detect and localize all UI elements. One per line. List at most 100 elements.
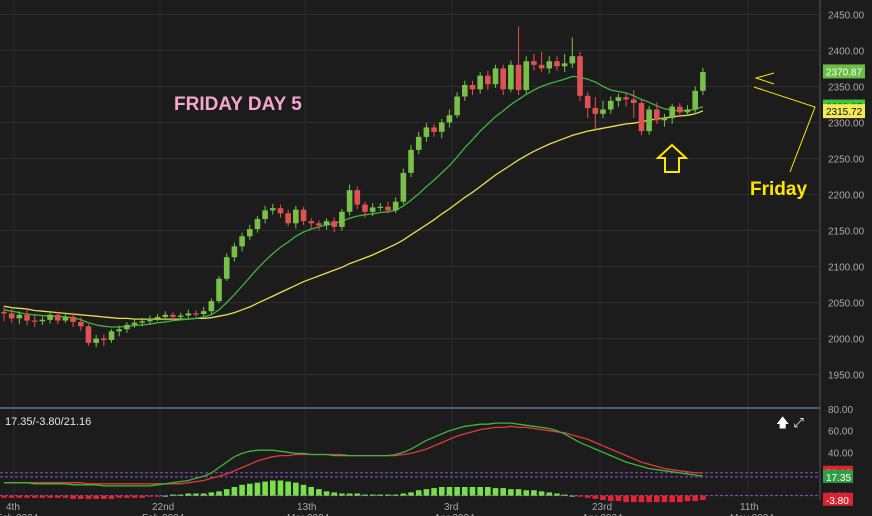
histogram-bar xyxy=(415,490,422,496)
candle xyxy=(477,75,483,90)
histogram-bar xyxy=(331,492,338,496)
histogram-bar xyxy=(377,494,384,496)
histogram-bar xyxy=(62,495,69,498)
last-price-tag-bg xyxy=(823,64,865,79)
candle xyxy=(385,206,391,211)
candle xyxy=(623,97,629,100)
ind-green-tag: 17.35 xyxy=(826,473,851,484)
candle xyxy=(162,314,169,317)
y-tick-label: 1950.00 xyxy=(828,371,865,382)
headline-annotation: FRIDAY DAY 5 xyxy=(174,94,302,115)
candle xyxy=(54,314,61,321)
histogram-bar xyxy=(78,495,84,499)
candle xyxy=(684,109,691,113)
histogram-bar xyxy=(485,487,491,496)
ma-fast-line xyxy=(3,75,704,328)
candle xyxy=(700,72,706,91)
histogram-bar xyxy=(39,495,46,498)
histogram-bar xyxy=(615,495,622,502)
candle xyxy=(8,313,15,319)
histogram-bar xyxy=(300,484,307,496)
x-tick-label: 3rd xyxy=(444,502,458,513)
histogram-bar xyxy=(139,495,146,498)
x-tick-sublabel: Apr 2024 xyxy=(434,513,475,516)
candle xyxy=(223,257,230,279)
y-tick-label: 2150.00 xyxy=(828,227,865,238)
histogram-bar xyxy=(177,494,184,496)
y-tick-label: 2050.00 xyxy=(828,299,865,310)
y-tick-label: 2450.00 xyxy=(828,10,865,21)
histogram-bar xyxy=(684,495,691,502)
histogram-bar xyxy=(554,493,560,496)
histogram-bar xyxy=(154,495,161,497)
candle xyxy=(692,90,698,110)
candle xyxy=(270,208,276,211)
x-tick-label: 23rd xyxy=(592,502,612,513)
candle xyxy=(462,85,468,97)
ind-green-line xyxy=(4,422,703,487)
candle xyxy=(193,313,199,315)
ind-y-tick-label: 80.00 xyxy=(828,405,853,416)
histogram-bar xyxy=(24,495,30,498)
histogram-bar xyxy=(654,495,660,503)
candle xyxy=(615,97,622,101)
candle xyxy=(546,61,553,69)
arrow-up-icon[interactable]: 🡅 xyxy=(776,415,790,430)
histogram-bar xyxy=(231,487,238,496)
candle xyxy=(369,207,376,212)
histogram-bar xyxy=(308,487,314,496)
candle xyxy=(508,64,514,90)
histogram-bar xyxy=(254,482,261,496)
candle xyxy=(293,209,299,224)
candle xyxy=(515,64,522,91)
histogram-bar xyxy=(400,493,407,496)
candle xyxy=(354,190,361,205)
histogram-bar xyxy=(392,494,399,496)
histogram-bar xyxy=(385,494,391,496)
candle xyxy=(39,319,46,322)
candle xyxy=(431,127,437,132)
candle xyxy=(101,338,107,341)
ind-hist-tag-bg xyxy=(823,492,853,506)
ind-y-tick-label: 60.00 xyxy=(828,427,853,438)
candle xyxy=(93,338,99,343)
candle xyxy=(400,172,407,202)
histogram-bar xyxy=(85,495,92,499)
expand-icon[interactable]: ⤢ xyxy=(793,415,804,430)
histogram-bar xyxy=(277,480,284,496)
candle xyxy=(47,314,53,320)
indicator-panel[interactable] xyxy=(0,422,820,503)
candle xyxy=(1,311,7,314)
candle xyxy=(677,106,683,113)
price-chart[interactable] xyxy=(1,26,706,348)
histogram-bar xyxy=(423,489,430,496)
candle xyxy=(646,109,652,132)
callout-chevron xyxy=(754,72,775,85)
candle xyxy=(408,149,414,173)
y-tick-label: 2300.00 xyxy=(828,118,865,129)
histogram-bar xyxy=(577,495,583,497)
y-tick-label: 2250.00 xyxy=(828,154,865,165)
candle xyxy=(200,311,207,315)
x-tick-label: 11th xyxy=(740,502,759,513)
candle xyxy=(592,108,599,114)
candle xyxy=(131,322,138,325)
histogram-bar xyxy=(446,487,453,496)
candle xyxy=(24,314,30,321)
friday-annotation: Friday xyxy=(750,179,807,200)
x-tick-sublabel: Mar 2024 xyxy=(287,513,330,516)
candle xyxy=(339,211,345,227)
ind-hist-tag: -3.80 xyxy=(826,496,849,507)
candle xyxy=(607,100,614,110)
candle xyxy=(316,223,322,226)
histogram-bar xyxy=(508,489,514,496)
ind-green-tag-bg xyxy=(823,469,853,483)
y-tick-label: 2000.00 xyxy=(828,335,865,346)
histogram-bar xyxy=(677,495,683,503)
candle xyxy=(569,56,576,64)
histogram-bar xyxy=(323,491,330,496)
candle xyxy=(584,95,591,109)
candle xyxy=(124,324,130,330)
